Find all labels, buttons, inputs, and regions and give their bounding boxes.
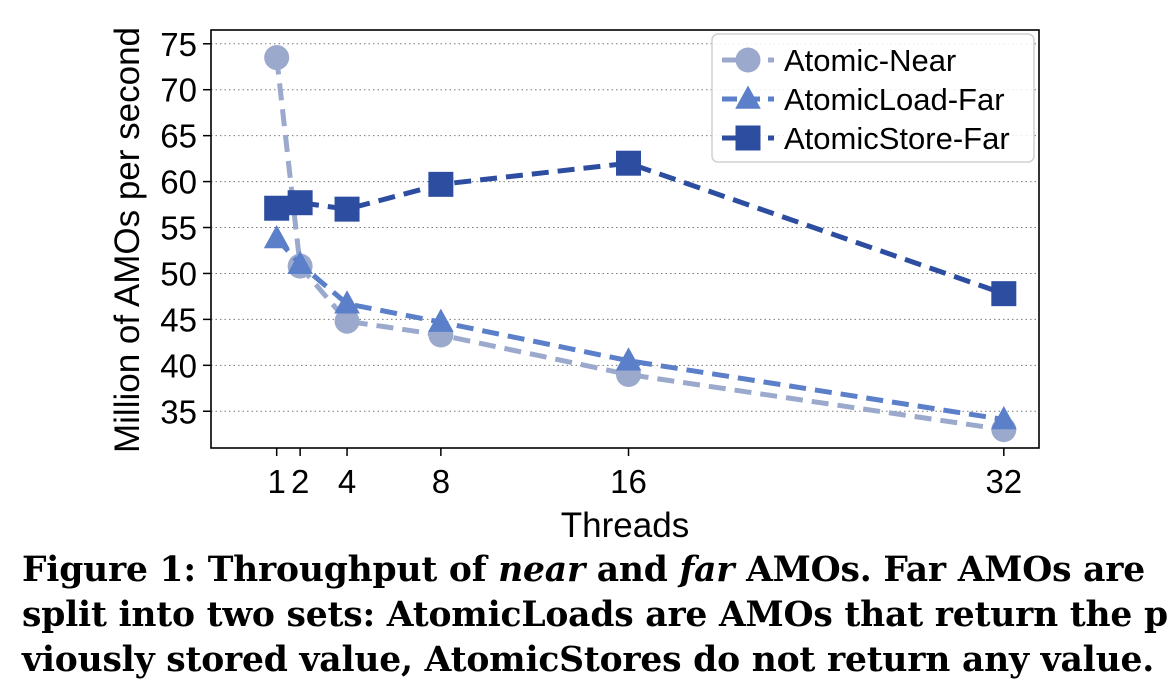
- legend-entry-2: AtomicStore-Far: [722, 121, 1010, 156]
- x-tick-label-16: 16: [610, 463, 647, 500]
- legend-label-1: AtomicLoad-Far: [784, 82, 1005, 117]
- legend-label-0: Atomic-Near: [784, 43, 956, 78]
- x-tick-label-8: 8: [432, 463, 450, 500]
- series-line-0: [274, 57, 1005, 433]
- caption-line-2: split into two sets: AtomicLoads are AMO…: [22, 595, 1168, 635]
- legend-marker-1: [735, 85, 761, 109]
- caption-line-1-e: AMOs. Far AMOs are: [734, 550, 1146, 590]
- caption-near-word: near: [498, 550, 585, 590]
- data-point-s1-x4: [334, 290, 360, 314]
- plot-frame: [210, 29, 1040, 449]
- data-point-s1-x8: [428, 308, 454, 332]
- caption-line-3: viously stored value, AtomicStores do no…: [22, 640, 1155, 680]
- throughput-chart: 35 40 45 50 55 60 65 70 75 1 2 4 8 16 32 Million of AM…: [108, 26, 1040, 545]
- caption-line-1-c: and: [584, 550, 680, 590]
- y-tick-label-60: 60: [160, 164, 197, 201]
- y-axis-label: Million of AMOs per second: [108, 27, 147, 453]
- data-point-s2-x32: [991, 281, 1017, 307]
- data-point-s2-x8: [428, 171, 454, 197]
- data-point-s2-x4: [334, 196, 360, 222]
- legend-entry-1: AtomicLoad-Far: [722, 82, 1005, 117]
- caption-far-word: far: [679, 550, 735, 590]
- y-tick-label-40: 40: [160, 347, 197, 384]
- caption-line-1-a: Figure 1: Throughput of: [22, 550, 499, 590]
- y-tick-label-45: 45: [160, 301, 197, 338]
- y-tick-label-65: 65: [160, 118, 197, 155]
- legend-box: [711, 33, 1035, 163]
- data-point-s1-x1: [263, 225, 290, 249]
- legend-marker-0: [735, 47, 761, 73]
- data-point-s0-x4: [334, 308, 360, 334]
- y-tick-label-75: 75: [160, 26, 197, 63]
- x-tick-label-32: 32: [985, 463, 1022, 500]
- data-point-s2-x16: [616, 150, 642, 176]
- series-1: [263, 225, 1017, 430]
- legend-entry-0: Atomic-Near: [722, 43, 956, 78]
- x-tick-label-1: 1: [267, 463, 285, 500]
- x-tick-label-2: 2: [291, 463, 309, 500]
- y-tick-label-70: 70: [160, 72, 197, 109]
- y-tick-label-55: 55: [160, 210, 197, 247]
- axes: 35 40 45 50 55 60 65 70 75 1 2 4 8 16 32: [160, 26, 1022, 500]
- series-lines: [263, 45, 1017, 443]
- legend-label-2: AtomicStore-Far: [784, 121, 1010, 156]
- series-line-2: [276, 160, 1005, 297]
- legend: Atomic-Near AtomicLoad-Far AtomicStore-Far: [711, 33, 1035, 163]
- data-point-s1-x32: [990, 406, 1017, 430]
- y-tick-label-35: 35: [160, 393, 197, 430]
- caption-line-1: Figure 1: Throughput of near and far AMO…: [22, 548, 1152, 593]
- x-axis-label: Threads: [561, 506, 689, 545]
- x-tick-label-4: 4: [338, 463, 356, 500]
- data-point-s1-x2: [287, 250, 313, 274]
- data-point-s1-x16: [615, 347, 642, 371]
- data-point-s2-x2: [287, 190, 313, 216]
- data-point-s2-x1: [264, 195, 290, 221]
- figure-caption: Figure 1: Throughput of near and far AMO…: [22, 548, 1168, 683]
- y-tick-label-50: 50: [160, 255, 197, 292]
- data-point-s0-x1: [264, 45, 290, 71]
- series-2: [264, 150, 1017, 307]
- legend-marker-2: [735, 125, 761, 151]
